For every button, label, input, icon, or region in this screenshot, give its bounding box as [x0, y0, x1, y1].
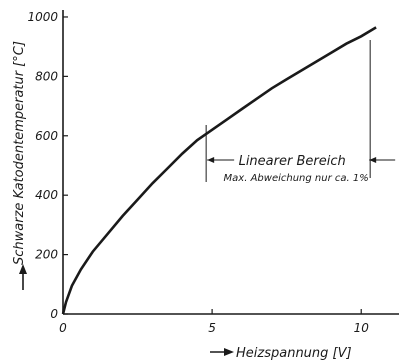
x-tick-label: 0 [59, 321, 67, 335]
y-tick-label: 800 [35, 69, 58, 83]
y-axis-label: Schwarze Katodentemperatur [°C] [12, 41, 27, 265]
temperature-curve [61, 26, 377, 315]
y-tick-label: 1000 [27, 10, 58, 24]
y-tick-label: 0 [50, 307, 58, 321]
x-axis-label: Heizspannung [V] [236, 346, 352, 361]
x-tick-label: 5 [208, 321, 216, 335]
y-axis-label-group: Schwarze Katodentemperatur [°C] [12, 41, 27, 290]
range-label: Linearer Bereich [239, 154, 346, 169]
y-axis-arrow-head [19, 264, 27, 274]
y-tick-label: 400 [35, 188, 58, 202]
x-axis-ticks: 0 5 10 [59, 309, 369, 335]
range-arrow-right-head [369, 157, 377, 163]
range-sublabel: Max. Abweichung nur ca. 1% [224, 173, 369, 184]
linear-range-annotation: Linearer Bereich Max. Abweichung nur ca. … [205, 40, 396, 184]
y-axis-ticks: 0 200 400 600 800 1000 [27, 10, 68, 321]
range-arrow-left-head [207, 157, 215, 163]
axes [62, 10, 399, 315]
y-tick-label: 600 [35, 129, 58, 143]
y-tick-label: 200 [35, 248, 58, 262]
x-axis-arrow-head [224, 348, 234, 356]
x-tick-label: 10 [354, 321, 370, 335]
